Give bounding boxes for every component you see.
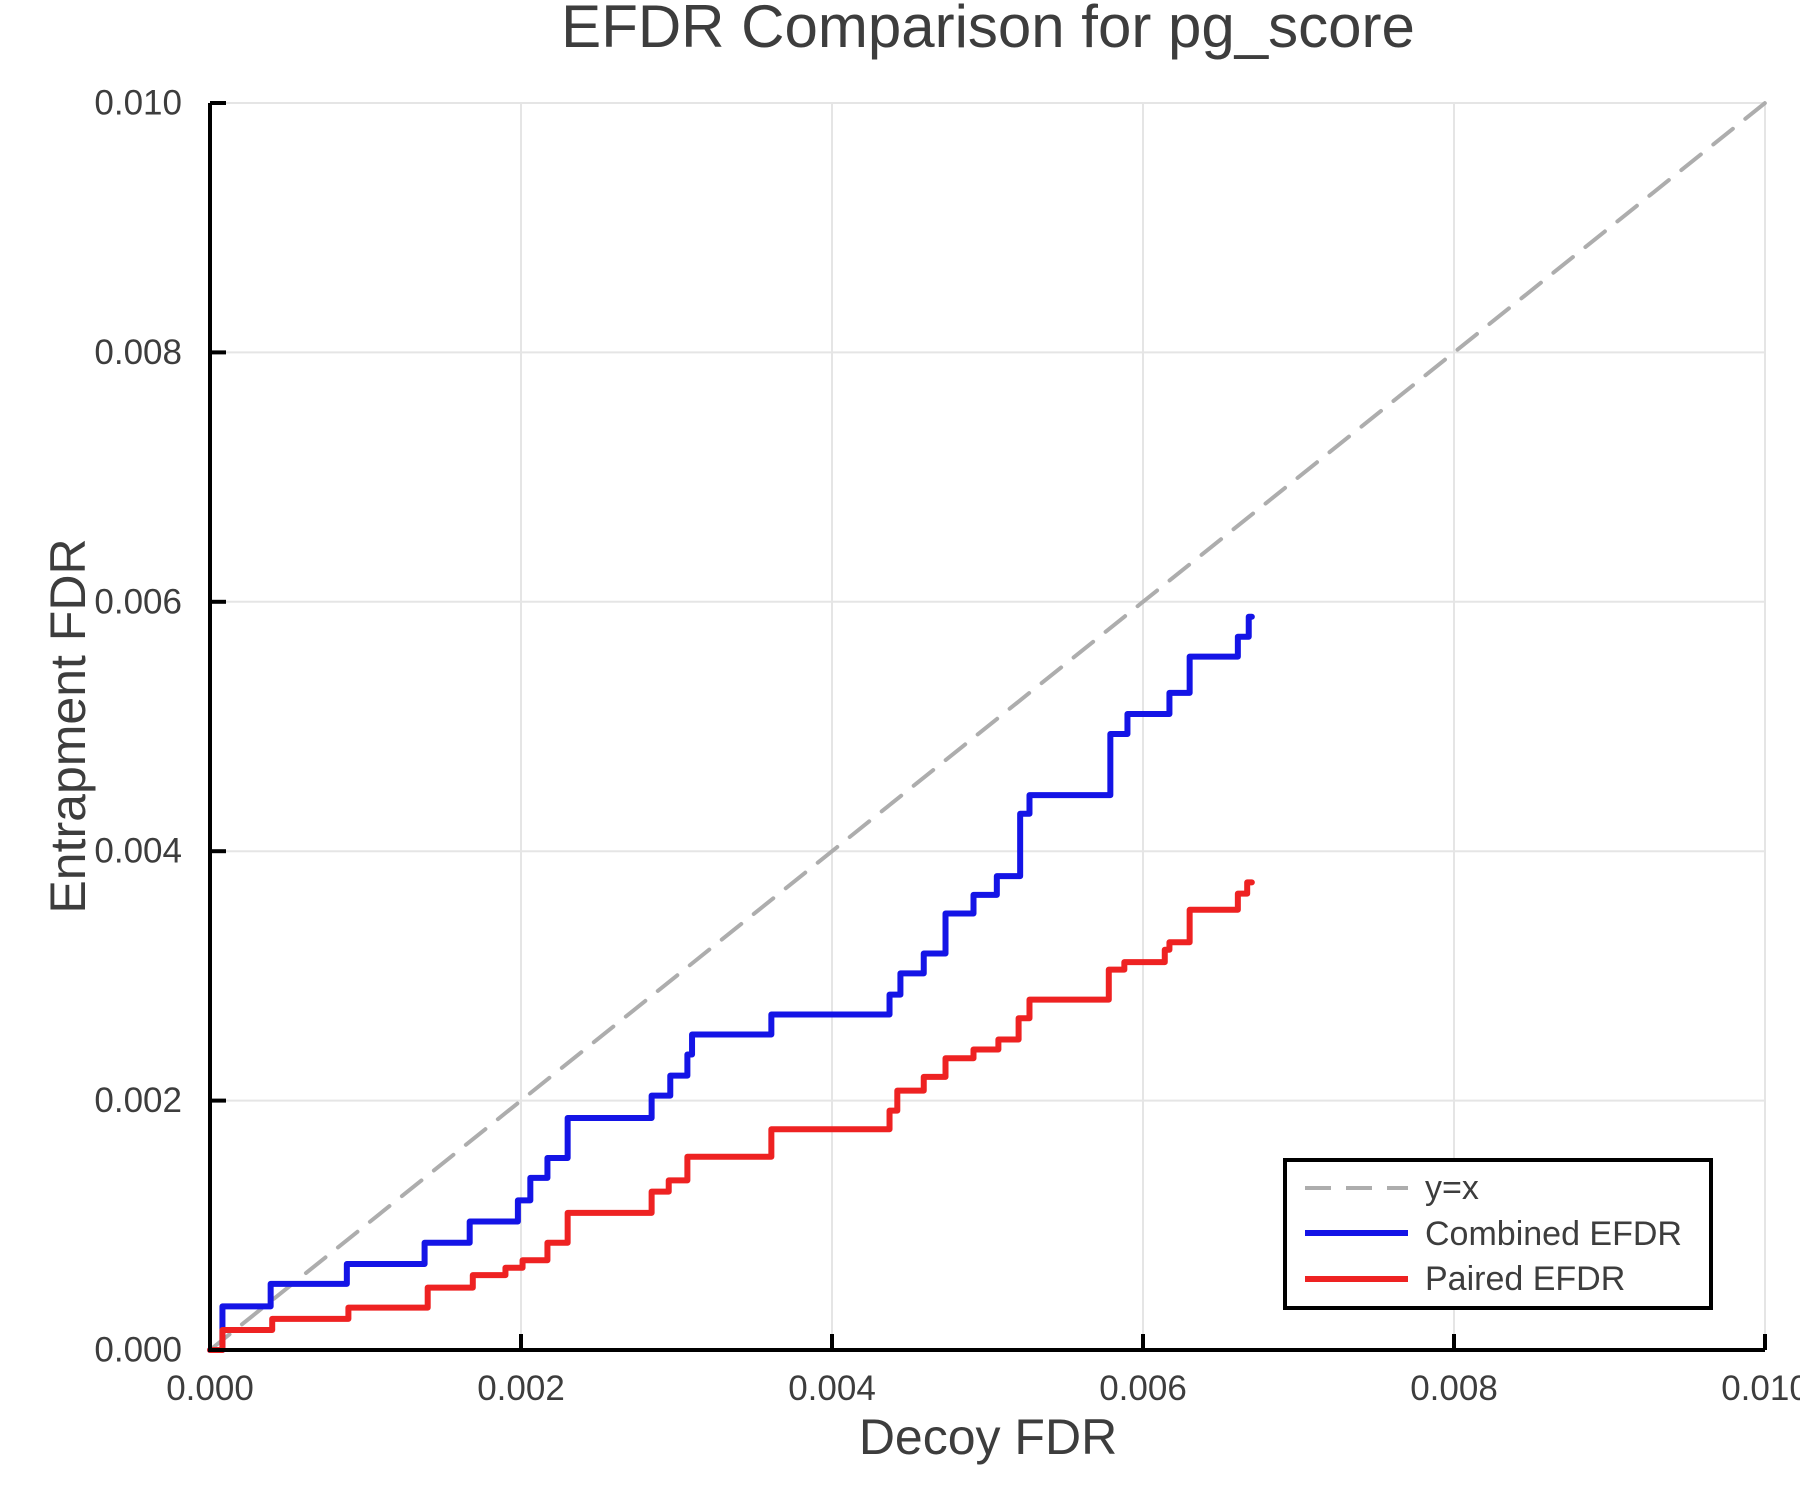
y-tick-label: 0.000 bbox=[94, 1331, 182, 1370]
x-axis-label: Decoy FDR bbox=[858, 1409, 1118, 1465]
legend-label: Combined EFDR bbox=[1425, 1214, 1682, 1253]
x-tick-label: 0.008 bbox=[1410, 1369, 1498, 1408]
legend-label: Paired EFDR bbox=[1425, 1260, 1626, 1298]
chart-title: EFDR Comparison for pg_score bbox=[561, 0, 1415, 60]
legend-line-sample bbox=[1303, 1225, 1410, 1243]
y-tick-label: 0.004 bbox=[94, 832, 182, 871]
y-tick-label: 0.010 bbox=[94, 84, 182, 123]
x-tick-label: 0.002 bbox=[477, 1369, 565, 1408]
x-tick-label: 0.000 bbox=[166, 1369, 254, 1408]
legend-entry-combined-efdr: Combined EFDR bbox=[1303, 1215, 1709, 1253]
legend-entry-y-x: y=x bbox=[1303, 1169, 1709, 1208]
legend-entry-paired-efdr: Paired EFDR bbox=[1303, 1260, 1709, 1299]
y-tick-label: 0.002 bbox=[94, 1081, 182, 1120]
y-tick-label: 0.006 bbox=[94, 582, 182, 621]
series-paired-efdr bbox=[207, 879, 1255, 1353]
legend-line-sample bbox=[1303, 1180, 1410, 1198]
series-y-x bbox=[208, 101, 1767, 1352]
x-tick-label: 0.010 bbox=[1721, 1369, 1800, 1408]
y-tick-label: 0.008 bbox=[94, 333, 182, 372]
legend-line-sample bbox=[1303, 1271, 1410, 1289]
legend-label: y=x bbox=[1425, 1169, 1479, 1207]
x-tick-label: 0.004 bbox=[788, 1369, 876, 1408]
x-tick-label: 0.006 bbox=[1099, 1369, 1187, 1408]
y-axis-label: Entrapment FDR bbox=[40, 538, 96, 914]
series-combined-efdr bbox=[207, 613, 1255, 1353]
legend: y=x Combined EFDR Paired EFDR bbox=[1283, 1158, 1713, 1310]
